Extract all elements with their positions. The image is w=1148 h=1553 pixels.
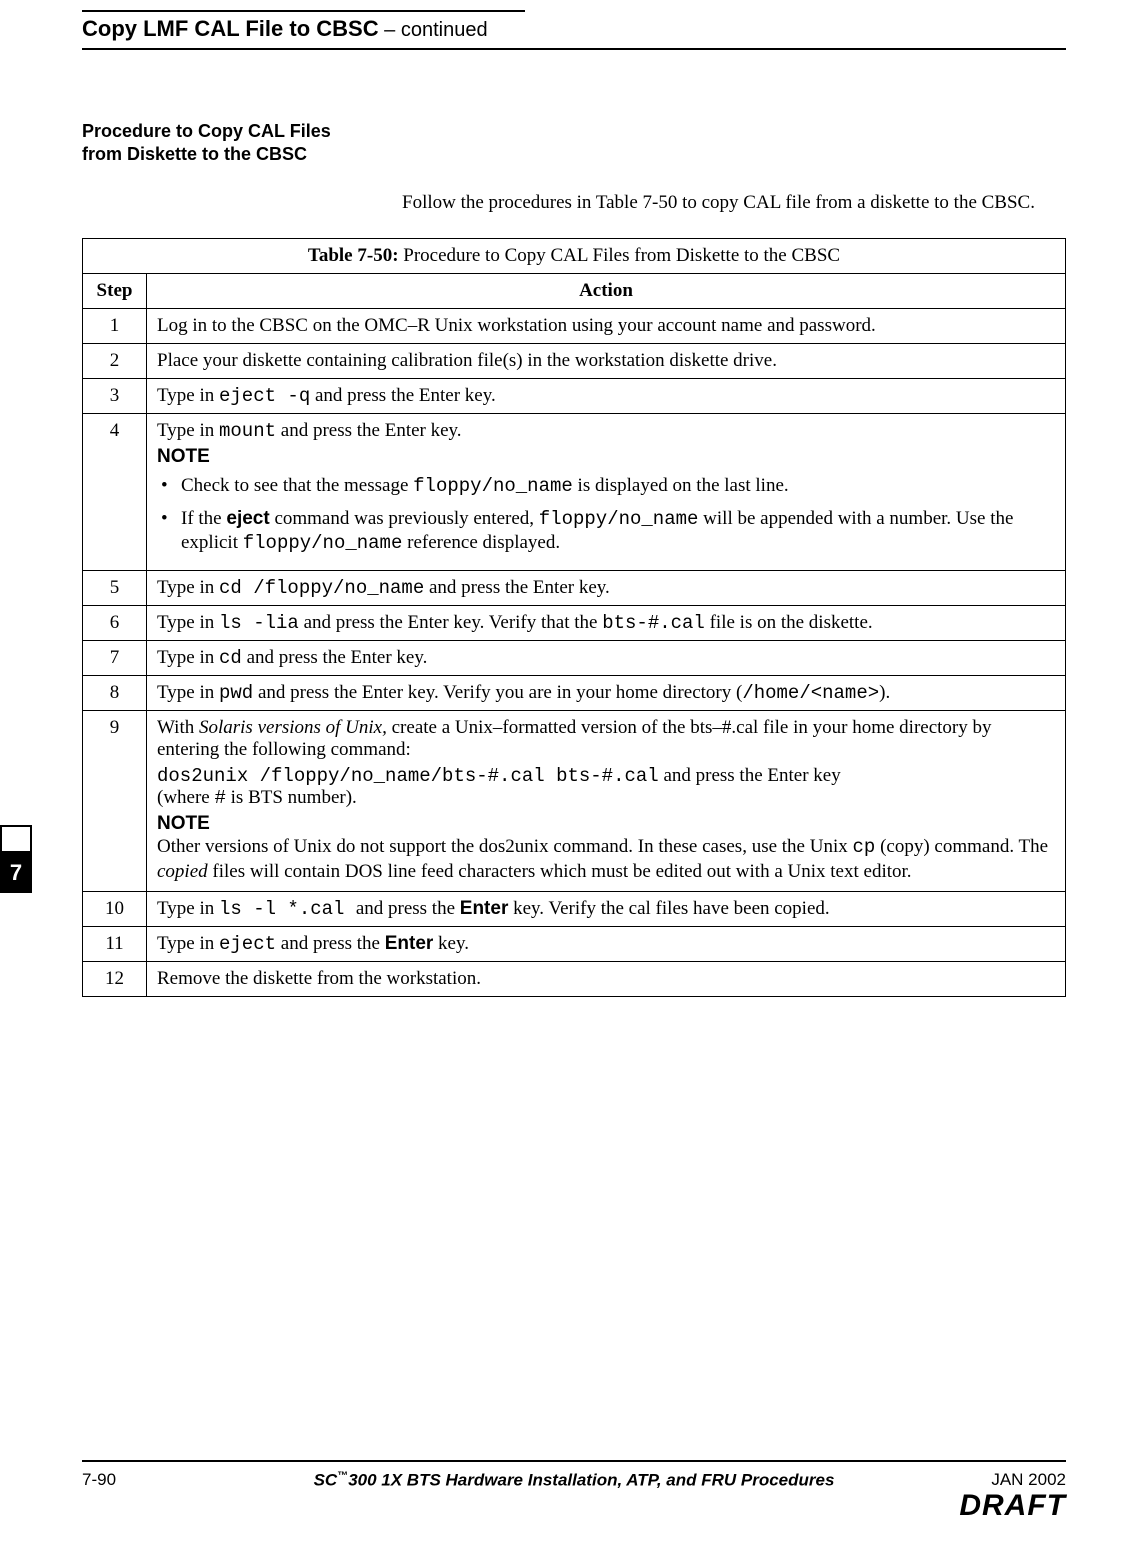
side-tab: 7 — [0, 825, 32, 893]
step-action: Type in mount and press the Enter key. N… — [147, 414, 1066, 571]
table-number: Table 7-50: — [308, 245, 399, 266]
command-text: mount — [219, 420, 276, 442]
tm-symbol: ™ — [337, 1470, 348, 1482]
step-action: Type in pwd and press the Enter key. Ver… — [147, 676, 1066, 711]
path-text: /home/<name> — [742, 682, 879, 704]
note-bullets: Check to see that the message floppy/no_… — [157, 474, 1055, 556]
step-num: 2 — [83, 344, 147, 379]
step-action: Type in cd and press the Enter key. — [147, 641, 1066, 676]
table-row: 11 Type in eject and press the Enter key… — [83, 926, 1066, 961]
command-text: dos2unix /floppy/no_name/bts-#.cal bts-#… — [157, 765, 659, 787]
section-heading: Procedure to Copy CAL Files from Diskett… — [82, 120, 1066, 165]
code-text: floppy/no_name — [243, 532, 403, 554]
step-num: 3 — [83, 379, 147, 414]
command-text: cd /floppy/no_name — [219, 577, 424, 599]
table-row: 5 Type in cd /floppy/no_name and press t… — [83, 571, 1066, 606]
italic-text: Solaris versions of Unix, — [199, 717, 387, 738]
running-rule — [82, 48, 1066, 50]
italic-text: copied — [157, 861, 208, 882]
step-action: Type in cd /floppy/no_name and press the… — [147, 571, 1066, 606]
table-row: 6 Type in ls -lia and press the Enter ke… — [83, 606, 1066, 641]
running-title: Copy LMF CAL File to CBSC — [82, 16, 379, 41]
step9-note-body: Other versions of Unix do not support th… — [157, 835, 1055, 884]
command-text: pwd — [219, 682, 253, 704]
step-num: 6 — [83, 606, 147, 641]
col-action: Action — [147, 274, 1066, 309]
procedure-table: Table 7-50: Procedure to Copy CAL Files … — [82, 238, 1066, 996]
step-num: 8 — [83, 676, 147, 711]
step-action: With Solaris versions of Unix, create a … — [147, 711, 1066, 891]
page-footer: 7-90 SC™300 1X BTS Hardware Installation… — [82, 1460, 1066, 1523]
draft-watermark: DRAFT — [82, 1489, 1066, 1523]
table-row: 8 Type in pwd and press the Enter key. V… — [83, 676, 1066, 711]
note-label: NOTE — [157, 813, 1055, 835]
running-continued: – continued — [379, 19, 488, 41]
footer-date: JAN 2002 — [956, 1470, 1066, 1490]
table-header-row: Step Action — [83, 274, 1066, 309]
step-action: Type in eject and press the Enter key. — [147, 926, 1066, 961]
step-action: Log in to the CBSC on the OMC–R Unix wor… — [147, 309, 1066, 344]
step-action: Type in eject -q and press the Enter key… — [147, 379, 1066, 414]
list-item: Check to see that the message floppy/no_… — [157, 474, 1055, 499]
table-caption: Table 7-50: Procedure to Copy CAL Files … — [83, 239, 1066, 274]
command-text: eject — [219, 933, 276, 955]
table-row: 4 Type in mount and press the Enter key.… — [83, 414, 1066, 571]
footer-title: SC™300 1X BTS Hardware Installation, ATP… — [192, 1470, 956, 1491]
section-heading-line2: from Diskette to the CBSC — [82, 144, 307, 164]
table-caption-row: Table 7-50: Procedure to Copy CAL Files … — [83, 239, 1066, 274]
bold-text: eject — [226, 508, 269, 529]
footer-rule — [82, 1460, 1066, 1462]
page: Copy LMF CAL File to CBSC – continued Pr… — [0, 0, 1148, 1553]
step9-line1: With Solaris versions of Unix, create a … — [157, 717, 1055, 761]
intro-paragraph: Follow the procedures in Table 7-50 to c… — [402, 191, 1066, 216]
section-heading-line1: Procedure to Copy CAL Files — [82, 121, 331, 141]
command-text: ls -lia — [219, 612, 299, 634]
page-number: 7-90 — [82, 1470, 192, 1490]
side-tab-number: 7 — [0, 853, 32, 893]
step-num: 5 — [83, 571, 147, 606]
step-num: 1 — [83, 309, 147, 344]
code-text: bts-#.cal — [602, 612, 705, 634]
col-step: Step — [83, 274, 147, 309]
step-action: Place your diskette containing calibrati… — [147, 344, 1066, 379]
table-row: 9 With Solaris versions of Unix, create … — [83, 711, 1066, 891]
table-row: 10 Type in ls -l *.cal and press the Ent… — [83, 891, 1066, 926]
table-row: 12 Remove the diskette from the workstat… — [83, 961, 1066, 996]
top-rule — [82, 10, 525, 12]
table-row: 2 Place your diskette containing calibra… — [83, 344, 1066, 379]
table-row: 7 Type in cd and press the Enter key. — [83, 641, 1066, 676]
code-text: cp — [853, 836, 876, 858]
step-action: Type in ls -l *.cal and press the Enter … — [147, 891, 1066, 926]
command-text: eject -q — [219, 385, 310, 407]
step-num: 11 — [83, 926, 147, 961]
list-item: If the eject command was previously ente… — [157, 507, 1055, 556]
step-num: 9 — [83, 711, 147, 891]
command-text: ls -l *.cal — [219, 898, 356, 920]
note-label: NOTE — [157, 446, 1055, 468]
command-text: cd — [219, 647, 242, 669]
table-row: 1 Log in to the CBSC on the OMC–R Unix w… — [83, 309, 1066, 344]
running-header: Copy LMF CAL File to CBSC – continued — [82, 16, 1066, 42]
key-text: Enter — [460, 898, 509, 919]
step-action: Type in ls -lia and press the Enter key.… — [147, 606, 1066, 641]
key-text: Enter — [385, 933, 434, 954]
step-action: Remove the diskette from the workstation… — [147, 961, 1066, 996]
step9-where: (where # is BTS number). — [157, 787, 1055, 809]
step-num: 7 — [83, 641, 147, 676]
table-caption-text: Procedure to Copy CAL Files from Diskett… — [399, 245, 841, 266]
step9-cmdline: dos2unix /floppy/no_name/bts-#.cal bts-#… — [157, 765, 1055, 787]
code-text: floppy/no_name — [539, 508, 699, 530]
code-text: floppy/no_name — [413, 475, 573, 497]
side-tab-light — [0, 825, 32, 853]
step-num: 4 — [83, 414, 147, 571]
step-num: 12 — [83, 961, 147, 996]
step-num: 10 — [83, 891, 147, 926]
footer-row: 7-90 SC™300 1X BTS Hardware Installation… — [82, 1470, 1066, 1491]
table-row: 3 Type in eject -q and press the Enter k… — [83, 379, 1066, 414]
